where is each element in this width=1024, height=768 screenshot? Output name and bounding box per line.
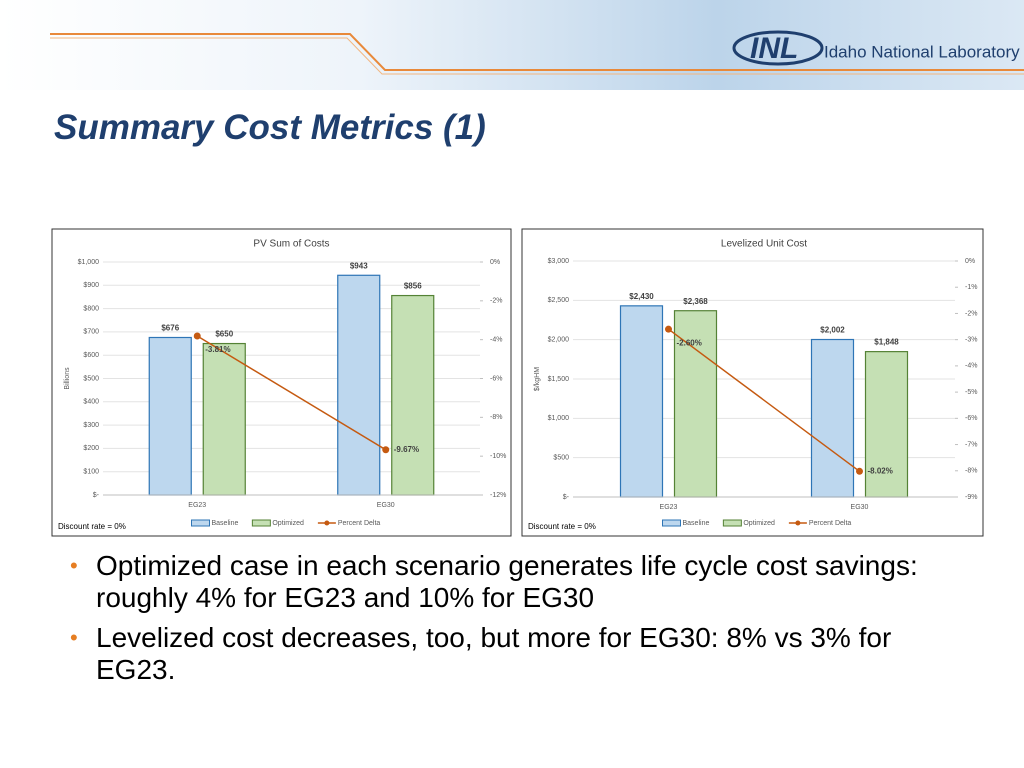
delta-line <box>668 328 860 472</box>
y2-tick-label: -9% <box>965 494 977 501</box>
chart-title: Levelized Unit Cost <box>721 239 807 250</box>
logo-name: Idaho National Laboratory <box>824 42 1020 61</box>
y2-tick-label: -2% <box>965 310 977 317</box>
data-label: $2,002 <box>820 326 845 335</box>
data-label: $2,368 <box>683 297 708 306</box>
data-label: $650 <box>215 330 233 339</box>
chart-frame <box>521 228 984 537</box>
bar <box>673 310 718 498</box>
y2-tick-label: -10% <box>490 453 506 460</box>
y-tick-label: $1,500 <box>548 376 570 383</box>
data-label: $1,848 <box>874 338 899 347</box>
y-tick-label: $300 <box>83 422 99 429</box>
legend-label: Percent Delta <box>809 520 852 527</box>
y2-tick-label: -4% <box>965 363 977 370</box>
header-rule <box>50 37 1024 75</box>
y-tick-label: $700 <box>83 329 99 336</box>
y-tick-label: $500 <box>83 375 99 382</box>
y-axis-label: $/kgHM <box>534 367 541 391</box>
y-tick-label: $2,000 <box>548 337 570 344</box>
bar <box>619 305 664 498</box>
y2-tick-label: -5% <box>965 389 977 396</box>
chart-frame <box>51 228 512 537</box>
chart-title: PV Sum of Costs <box>253 239 329 250</box>
legend-label: Optimized <box>743 520 775 527</box>
y-tick-label: $- <box>563 494 570 501</box>
y2-tick-label: -8% <box>965 468 977 475</box>
legend-label: Baseline <box>212 520 239 527</box>
y-tick-label: $500 <box>553 455 569 462</box>
delta-line <box>196 335 387 451</box>
data-label: -9.67% <box>394 445 419 454</box>
bar <box>148 336 192 496</box>
y-tick-label: $400 <box>83 399 99 406</box>
legend-swatch <box>191 519 210 527</box>
data-label: -3.81% <box>205 345 230 354</box>
y2-tick-label: -4% <box>490 337 502 344</box>
header-band <box>0 0 1024 90</box>
y-axis-label: Billions <box>64 367 71 390</box>
y2-tick-label: -7% <box>965 441 977 448</box>
bullet: Levelized cost decreases, too, but more … <box>66 622 966 686</box>
legend-swatch <box>722 519 742 527</box>
y-tick-label: $900 <box>83 282 99 289</box>
y2-tick-label: -3% <box>965 337 977 344</box>
y-tick-label: $200 <box>83 445 99 452</box>
y-tick-label: $600 <box>83 352 99 359</box>
y-tick-label: $2,500 <box>548 297 570 304</box>
legend-label: Optimized <box>272 520 304 527</box>
y2-tick-label: 0% <box>490 259 500 266</box>
data-label: -8.02% <box>868 466 893 475</box>
logo-swoosh <box>732 30 824 66</box>
y2-tick-label: -12% <box>490 492 506 499</box>
y2-tick-label: -1% <box>965 284 977 291</box>
delta-point <box>382 446 390 454</box>
logo-mark: INL <box>750 32 798 65</box>
delta-point <box>856 467 863 475</box>
legend-swatch <box>251 519 271 527</box>
legend-label: Baseline <box>683 520 710 527</box>
chart-note: Discount rate = 0% <box>58 522 126 531</box>
x-tick-label: EG30 <box>377 502 395 509</box>
chart-note: Discount rate = 0% <box>528 522 596 531</box>
legend-swatch <box>324 520 330 526</box>
delta-point <box>665 325 672 333</box>
y-tick-label: $1,000 <box>548 415 570 422</box>
y-tick-label: $3,000 <box>548 258 570 265</box>
data-label: $2,430 <box>629 292 654 301</box>
y2-tick-label: -6% <box>490 375 502 382</box>
bullet: Optimized case in each scenario generate… <box>66 550 966 614</box>
data-label: $676 <box>161 324 179 333</box>
bar <box>391 294 435 496</box>
data-label: -2.60% <box>677 338 702 347</box>
header-rule <box>50 33 1024 71</box>
y-tick-label: $- <box>93 492 100 499</box>
bar <box>202 342 246 496</box>
x-tick-label: EG30 <box>851 504 869 511</box>
bar <box>337 274 381 496</box>
y2-tick-label: -2% <box>490 298 502 305</box>
legend-label: Percent Delta <box>338 520 381 527</box>
bullet-list: Optimized case in each scenario generate… <box>66 550 966 694</box>
x-tick-label: EG23 <box>188 502 206 509</box>
y2-tick-label: 0% <box>965 258 975 265</box>
legend-swatch <box>795 520 801 526</box>
delta-point <box>193 332 201 340</box>
x-tick-label: EG23 <box>660 504 678 511</box>
y2-tick-label: -6% <box>965 415 977 422</box>
bar <box>810 338 855 498</box>
y-tick-label: $800 <box>83 305 99 312</box>
slide-title: Summary Cost Metrics (1) <box>54 108 486 147</box>
data-label: $943 <box>350 261 368 270</box>
legend-swatch <box>662 519 681 527</box>
y-tick-label: $1,000 <box>78 259 100 266</box>
y-tick-label: $100 <box>83 469 99 476</box>
y2-tick-label: -8% <box>490 414 502 421</box>
data-label: $856 <box>404 282 422 291</box>
